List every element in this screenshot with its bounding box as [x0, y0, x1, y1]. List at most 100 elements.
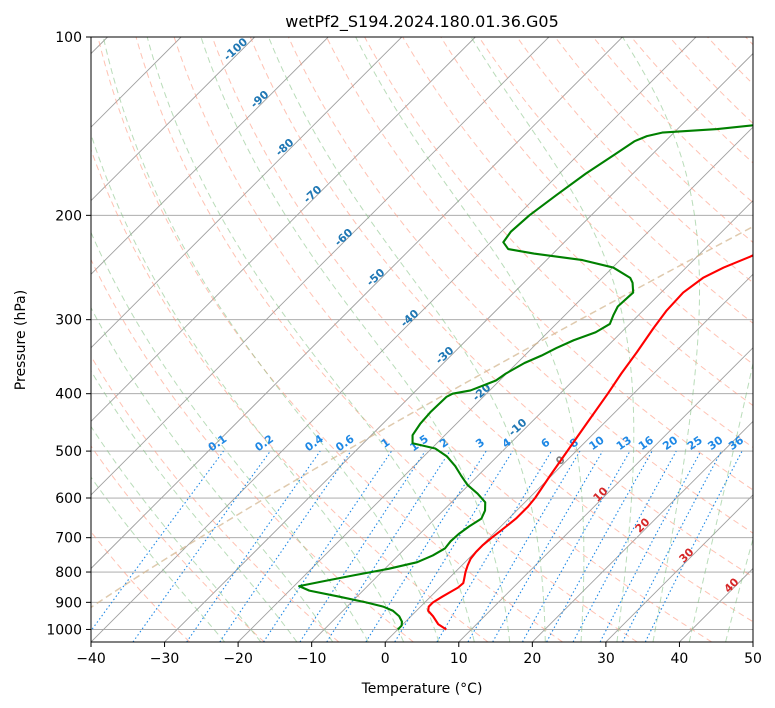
mixing-ratio-line	[521, 450, 631, 642]
temperature-line-label: 30	[677, 545, 697, 565]
height-label: -60	[332, 226, 356, 249]
isotherm-line	[237, 126, 753, 642]
isotherm-line	[91, 37, 329, 275]
isotherm-line	[458, 347, 753, 642]
moist-adiabat-line	[762, 37, 775, 642]
dry-adiabat-line	[97, 37, 563, 642]
mixing-ratio-label: 4	[500, 436, 514, 451]
moist-adiabat-line	[688, 361, 753, 642]
moist-adiabat-line	[268, 37, 546, 642]
isotherm-line	[91, 37, 255, 202]
mixing-ratio-line	[644, 450, 743, 642]
x-tick-label: −20	[223, 651, 253, 667]
mixing-ratio-label: 25	[685, 434, 705, 453]
x-tick-label: −30	[150, 651, 180, 667]
sounding-series	[298, 124, 753, 631]
mixing-ratio-line	[219, 450, 352, 642]
isotherm-line	[164, 52, 753, 642]
moist-adiabat-line	[355, 37, 585, 642]
plot-frame	[90, 36, 754, 643]
isotherm-line	[532, 420, 753, 642]
x-tick-label: −40	[76, 651, 106, 667]
x-tick-label: 40	[671, 651, 689, 667]
y-tick-label: 800	[55, 565, 82, 581]
x-axis-label: Temperature (°C)	[361, 681, 483, 697]
y-tick-label: 400	[55, 387, 82, 403]
dewpoint-profile-line	[298, 124, 753, 631]
dry-adiabat-line	[707, 37, 753, 85]
dry-adiabat-line	[91, 355, 340, 642]
y-axis-label: Pressure (hPa)	[13, 290, 29, 390]
mixing-ratio-line	[436, 450, 552, 642]
mixing-ratio-line	[546, 450, 653, 642]
moist-adiabat-line	[470, 37, 635, 642]
mixing-ratio-line	[572, 450, 677, 642]
isotherm-line	[605, 494, 753, 642]
y-tick-label: 100	[55, 30, 82, 46]
isotherm-line	[91, 37, 550, 496]
moist-adiabat-line	[102, 37, 440, 642]
y-tick-label: 1000	[46, 622, 82, 638]
mixing-ratio-line	[299, 450, 426, 642]
temperature-line-label: 10	[591, 484, 611, 504]
isotherm-line	[91, 37, 697, 642]
x-tick-label: 10	[450, 651, 468, 667]
temperature-profile-line	[427, 254, 753, 631]
height-label: -90	[248, 88, 272, 111]
dry-adiabat-line	[135, 37, 638, 642]
mixing-ratio-label: 30	[705, 433, 725, 453]
moist-adiabat-line	[200, 37, 511, 642]
height-label: -30	[433, 344, 457, 367]
mixing-ratio-label: 3	[473, 436, 487, 451]
dry-adiabat-line	[326, 37, 753, 491]
x-tick-label: 0	[381, 651, 390, 667]
isotherm-line	[91, 37, 476, 422]
mixing-ratio-label: 16	[636, 433, 656, 453]
isotherm-line	[752, 641, 753, 642]
mixing-ratio-line	[263, 450, 392, 642]
x-tick-label: −10	[297, 651, 327, 667]
dry-adiabat-line	[91, 445, 265, 642]
background-lines	[91, 37, 775, 642]
mixing-ratio-line	[394, 450, 514, 642]
mixing-ratio-label: 1	[379, 436, 393, 451]
dry-adiabat-line	[287, 37, 753, 534]
isotherm-line	[384, 273, 753, 642]
y-tick-label: 300	[55, 313, 82, 329]
x-tick-label: 20	[523, 651, 541, 667]
dry-adiabat-line	[211, 37, 753, 623]
y-tick-label: 700	[55, 531, 82, 547]
height-label: -70	[301, 183, 325, 206]
mixing-ratio-label: 2	[437, 436, 451, 451]
mixing-ratio-label: 36	[726, 433, 746, 453]
height-label: -100	[221, 35, 250, 63]
y-tick-label: 600	[55, 491, 82, 507]
y-tick-label: 200	[55, 208, 82, 224]
dry-adiabat-line	[478, 37, 753, 324]
dry-adiabat-line	[592, 37, 753, 204]
y-tick-label: 900	[55, 595, 82, 611]
temperature-line-label: 20	[633, 515, 653, 535]
dry-adiabat-line	[364, 37, 753, 449]
x-tick-label: 50	[744, 651, 762, 667]
mixing-ratio-line	[365, 450, 487, 642]
mixing-ratio-line	[91, 450, 224, 632]
mixing-ratio-label: 6	[539, 436, 553, 451]
moist-adiabat-line	[725, 537, 753, 642]
isotherm-line	[91, 37, 403, 349]
moist-adiabat-line	[91, 132, 405, 642]
dry-adiabat-line	[91, 258, 414, 642]
dry-adiabat-line	[91, 148, 489, 642]
height-label: -20	[470, 381, 494, 404]
x-tick-label: 30	[597, 651, 615, 667]
mixing-ratio-label: 10	[587, 433, 607, 453]
isotherm-line	[91, 37, 623, 570]
moist-adiabat-line	[91, 369, 298, 642]
dry-adiabat-line	[402, 37, 753, 407]
mixing-ratio-label: 13	[614, 434, 634, 453]
chart-title: wetPf2_S194.2024.180.01.36.G05	[285, 12, 559, 32]
axes: −40 −30 −20 −10 0 10 20 30 40 50 1000 900 800 700 600 5…	[46, 30, 762, 667]
height-label: -80	[273, 136, 297, 159]
inline-line-labels: 0.1 0.2 0.4 0.6 1 1.5 2 3 4 6 8 10 13 16 20 25 30 36-100-…	[206, 35, 747, 596]
